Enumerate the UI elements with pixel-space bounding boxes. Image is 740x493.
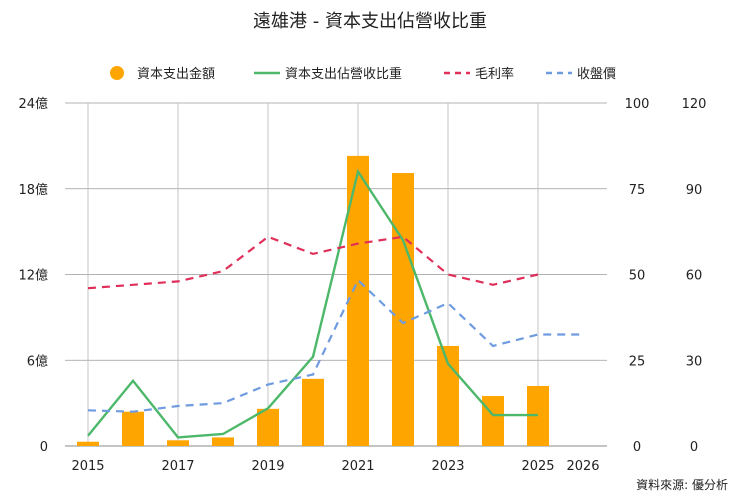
y-right2-tick-label: 30: [686, 354, 703, 369]
y-right1-tick-label: 50: [629, 269, 646, 284]
y-right1-tick-label: 0: [633, 440, 641, 455]
x-tick-label: 2026: [566, 459, 599, 474]
y-left-tick-label: 18億: [18, 182, 48, 198]
x-tick-label: 2023: [431, 459, 464, 474]
x-tick-label: 2025: [521, 459, 554, 474]
y-left-tick-label: 0: [40, 440, 48, 455]
y-right2-tick-label: 90: [686, 183, 703, 198]
legend-marker: [110, 66, 124, 80]
y-right2-tick-label: 120: [682, 97, 707, 112]
legend-label: 資本支出佔營收比重: [285, 66, 402, 82]
bar: [392, 173, 414, 446]
bar: [212, 437, 234, 446]
y-right2-tick-label: 0: [690, 440, 698, 455]
legend-label: 毛利率: [475, 66, 514, 82]
y-right1-tick-label: 25: [629, 354, 646, 369]
legend-label: 資本支出金額: [137, 66, 215, 82]
y-left-tick-label: 6億: [27, 353, 48, 369]
bar-series: [77, 155, 549, 447]
bar: [167, 440, 189, 446]
bar: [347, 155, 369, 447]
bar: [302, 378, 324, 446]
y-right1-tick-label: 75: [629, 183, 646, 198]
series-line: [87, 168, 538, 439]
bar: [257, 408, 279, 446]
bar: [482, 395, 504, 446]
x-tick-label: 2019: [251, 459, 284, 474]
y-left-tick-label: 24億: [18, 96, 48, 112]
bar: [122, 411, 144, 446]
legend-label: 收盤價: [577, 67, 616, 82]
bar: [77, 441, 99, 446]
y-right2-tick-label: 60: [686, 269, 703, 284]
y-left-tick-label: 12億: [18, 268, 48, 284]
y-right1-tick-label: 100: [625, 97, 650, 112]
legend: 資本支出金額 資本支出佔營收比重 毛利率 收盤價: [110, 66, 616, 82]
series-line: [87, 235, 539, 290]
x-tick-label: 2015: [71, 459, 104, 474]
x-tick-label: 2017: [161, 459, 194, 474]
line-series: [87, 168, 583, 439]
source-note: 資料來源: 優分析: [636, 478, 728, 492]
series-line: [87, 278, 583, 413]
chart-title: 遠雄港 - 資本支出佔營收比重: [253, 11, 487, 32]
axes: 0 6億 12億 18億 24億 0 25 50 75 100 0 30 60 90 120 2015 2017…: [18, 96, 706, 474]
x-tick-label: 2021: [341, 459, 374, 474]
gridlines: [65, 102, 607, 447]
